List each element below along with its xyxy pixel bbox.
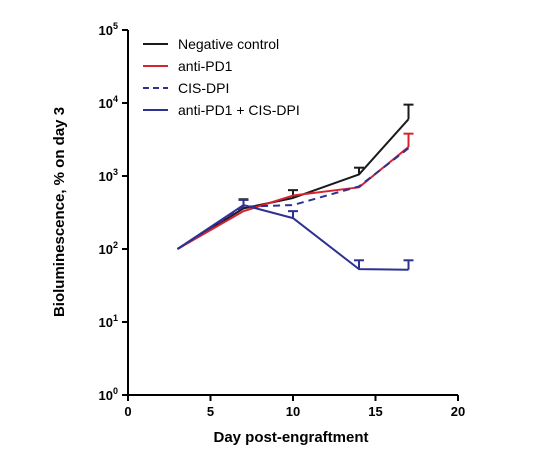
y-tick-label: 103 (99, 167, 118, 184)
y-tick-base: 10 (99, 242, 113, 257)
y-tick-base: 10 (99, 388, 113, 403)
series-layer (176, 103, 414, 271)
legend-label: anti-PD1 + CIS-DPI (178, 102, 300, 118)
legend-label: Negative control (178, 36, 279, 52)
y-tick-exponent: 1 (113, 313, 118, 323)
y-tick-exponent: 2 (113, 240, 118, 250)
y-tick-label: 104 (99, 94, 118, 111)
y-tick-exponent: 0 (113, 386, 118, 396)
y-tick-label: 100 (99, 386, 118, 403)
x-tick-label: 5 (207, 404, 214, 419)
y-tick-exponent: 5 (113, 21, 118, 31)
y-tick-base: 10 (99, 23, 113, 38)
y-tick-label: 105 (99, 21, 118, 38)
series-1 (177, 132, 414, 250)
y-tick-label: 102 (99, 240, 118, 257)
x-tick-label: 20 (451, 404, 465, 419)
y-tick-base: 10 (99, 96, 113, 111)
legend-label: anti-PD1 (178, 58, 233, 74)
y-tick-exponent: 4 (113, 94, 118, 104)
series-3 (176, 198, 414, 271)
x-tick-label: 10 (286, 404, 300, 419)
x-axis-title: Day post-engraftment (213, 429, 368, 446)
legend: Negative control anti-PD1 CIS-DPI anti-PD1 … (143, 36, 300, 118)
legend-label: CIS-DPI (178, 80, 229, 96)
y-tick-base: 10 (99, 315, 113, 330)
x-tick-label: 15 (368, 404, 382, 419)
x-tick-label: 0 (124, 404, 131, 419)
y-tick-exponent: 3 (113, 167, 118, 177)
y-tick-base: 10 (99, 169, 113, 184)
y-tick-label: 101 (99, 313, 118, 330)
y-axis-title: Bioluminescence, % on day 3 (51, 107, 68, 317)
